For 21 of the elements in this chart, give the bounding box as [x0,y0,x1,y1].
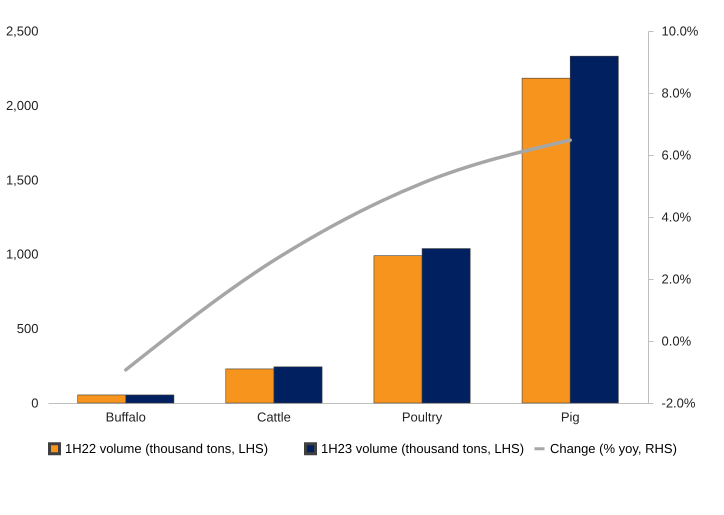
line-series [124,138,572,372]
legend-label: 1H22 volume (thousand tons, LHS) [65,440,268,456]
y2-tick-label: 4.0% [662,210,692,224]
y-tick-label: 500 [16,321,38,336]
y-tick-label: 1,500 [6,172,38,188]
legend-label: Change (% yoy, RHS) [550,440,677,456]
x-tick-label: Pig [560,410,580,424]
y2-tick-label: 6.0% [662,148,692,162]
y2-tick-label: 10.0% [662,24,699,38]
y-tick-label: 2,500 [6,24,38,38]
legend-label: 1H23 volume (thousand tons, LHS) [321,440,524,456]
y2-tick-label: 0.0% [662,334,692,348]
x-tick-label: Cattle [256,410,291,424]
y2-tick-label: 2.0% [662,272,692,286]
x-tick-label: Poultry [402,410,443,424]
y2-tick-label: -2.0% [662,396,696,410]
x-tick-label: Buffalo [106,410,146,424]
y-tick-label: 0 [31,396,38,410]
y-tick-label: 2,000 [6,98,38,113]
y2-tick-label: 8.0% [662,86,692,100]
y-tick-label: 1,000 [6,246,38,262]
